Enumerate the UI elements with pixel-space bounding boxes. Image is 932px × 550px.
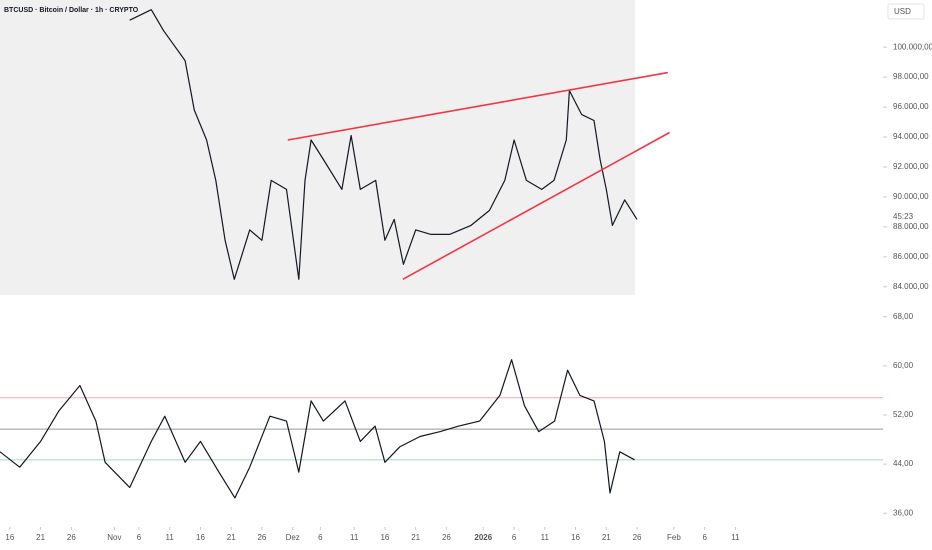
trend-line bbox=[287, 71, 668, 141]
y-tick-label: 96.000,00 bbox=[893, 102, 929, 111]
x-tick-label: Dez bbox=[286, 533, 300, 542]
price-panel-bg bbox=[0, 0, 635, 295]
y-tick-label: 52,00 bbox=[893, 410, 914, 419]
x-tick-label: 11 bbox=[350, 533, 359, 542]
x-tick-label: 11 bbox=[541, 533, 550, 542]
x-tick-label: 21 bbox=[602, 533, 611, 542]
chart-title: BTCUSD · Bitcoin / Dollar · 1h · CRYPTO bbox=[4, 7, 139, 14]
x-tick-label: 21 bbox=[411, 533, 420, 542]
y-tick-label: 90.000,00 bbox=[893, 192, 929, 201]
y-tick-label: 98.000,00 bbox=[893, 72, 929, 81]
x-tick-label: 26 bbox=[257, 533, 266, 542]
y-tick-label: 44,00 bbox=[893, 459, 914, 468]
x-tick-label: Feb bbox=[667, 533, 681, 542]
y-tick-label: 92.000,00 bbox=[893, 162, 929, 171]
x-tick-label: 6 bbox=[702, 533, 707, 542]
x-tick-label: 26 bbox=[67, 533, 76, 542]
y-tick-label: 60,00 bbox=[893, 361, 914, 370]
x-tick-label: 6 bbox=[512, 533, 517, 542]
y-tick-label: 68,00 bbox=[893, 312, 914, 321]
y-tick-label: 84.000,00 bbox=[893, 282, 929, 291]
x-tick-label: 26 bbox=[633, 533, 642, 542]
y-tick-label: 88.000,00 bbox=[893, 222, 929, 231]
x-tick-label: 16 bbox=[5, 533, 14, 542]
countdown: 45:23 bbox=[893, 212, 914, 221]
series-line bbox=[0, 359, 635, 499]
currency[interactable]: USD bbox=[894, 7, 911, 16]
trend-line bbox=[402, 131, 670, 281]
x-tick-label: 21 bbox=[227, 533, 236, 542]
y-tick-label: 86.000,00 bbox=[893, 252, 929, 261]
x-tick-label: 11 bbox=[731, 533, 740, 542]
x-tick-label: 6 bbox=[318, 533, 323, 542]
x-tick-label: 16 bbox=[571, 533, 580, 542]
x-tick-label: 16 bbox=[196, 533, 205, 542]
y-tick-label: 94.000,00 bbox=[893, 132, 929, 141]
y-tick-label: 100.000,00 bbox=[893, 42, 932, 51]
x-tick-label: 21 bbox=[36, 533, 45, 542]
x-tick-label: 6 bbox=[137, 533, 142, 542]
currency-box[interactable] bbox=[887, 3, 925, 20]
x-tick-label: Nov bbox=[107, 533, 121, 542]
price-plot bbox=[129, 9, 638, 280]
series-line bbox=[129, 9, 638, 280]
x-tick-label: 2026 bbox=[474, 533, 492, 542]
x-tick-label: 16 bbox=[380, 533, 389, 542]
x-tick-label: 11 bbox=[166, 533, 175, 542]
oscillator-plot bbox=[0, 359, 883, 499]
x-tick-label: 26 bbox=[442, 533, 451, 542]
axes: 84.000,00 86.000,00 88.000,00 90.000,00 92.0… bbox=[5, 42, 932, 542]
y-tick-label: 36,00 bbox=[893, 508, 914, 517]
